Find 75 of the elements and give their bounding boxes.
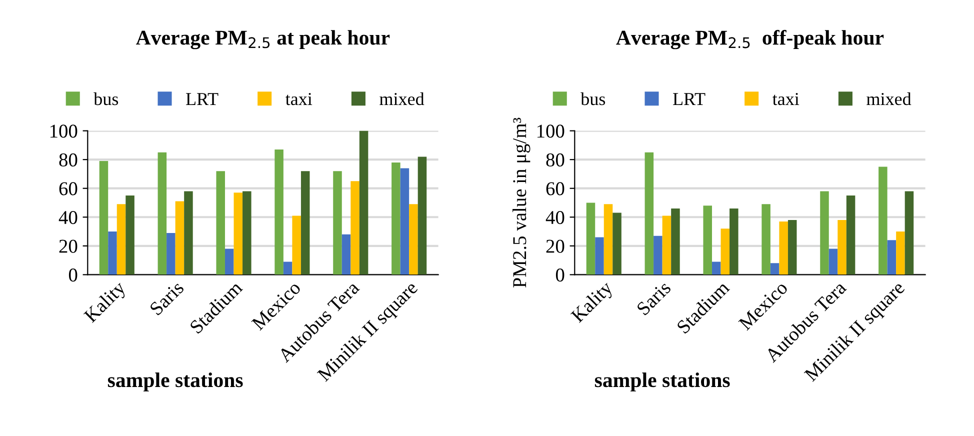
bar [770, 263, 780, 275]
y-tick-label: 40 [546, 210, 564, 224]
bar [175, 201, 184, 275]
bar [283, 262, 292, 275]
bar [662, 216, 672, 275]
bar [300, 171, 310, 275]
y-tick-label: 80 [59, 153, 78, 167]
bar [604, 204, 613, 275]
y-tick-label: 80 [546, 153, 564, 167]
bar [333, 171, 342, 275]
bar [828, 248, 838, 275]
bar [392, 162, 400, 275]
bar [586, 202, 596, 275]
bar [904, 191, 914, 275]
bar [654, 236, 662, 275]
legend-label: mixed [380, 92, 424, 106]
bar [788, 220, 797, 275]
y-tick-label: 20 [546, 240, 564, 253]
x-axis-title: sample stations [594, 372, 730, 392]
bar [762, 204, 770, 275]
bar [224, 248, 234, 275]
bar [108, 232, 117, 275]
legend-label: taxi [772, 92, 800, 106]
bar [166, 232, 176, 275]
bar [342, 234, 351, 275]
y-tick-label: 0 [556, 268, 564, 282]
bar [409, 204, 418, 275]
bar [158, 152, 167, 275]
bar [887, 240, 896, 275]
legend-label: taxi [286, 92, 312, 106]
bar [730, 208, 738, 275]
y-tick-label: 20 [59, 240, 78, 253]
bar [612, 212, 622, 275]
bar [292, 216, 301, 275]
bar [838, 220, 846, 275]
x-tick-label: Saris [636, 280, 672, 316]
legend-label: bus [580, 92, 606, 106]
bar [184, 191, 193, 275]
bar [712, 262, 721, 275]
bar [720, 228, 730, 275]
bar [878, 166, 888, 275]
bar [703, 206, 712, 275]
bar [216, 171, 225, 275]
x-axis-title: sample stations [108, 372, 243, 392]
bar [644, 152, 654, 275]
bar [595, 237, 604, 275]
bar [126, 196, 134, 275]
bar [779, 221, 788, 275]
y-tick-label: 0 [68, 268, 78, 282]
bar [234, 192, 243, 275]
bar [359, 130, 368, 275]
chart-title: Average PM$_{2.5}$ at peak hour [136, 30, 390, 50]
y-tick-label: 60 [59, 182, 78, 196]
bar [242, 191, 252, 275]
bar [896, 232, 905, 275]
bar [418, 156, 427, 275]
bar [116, 204, 126, 275]
bar [350, 181, 360, 275]
y-tick-label: 40 [58, 210, 78, 224]
legend-label: mixed [866, 92, 912, 106]
y-tick-label: 100 [50, 124, 78, 138]
chart-title: Average PM$_{2.5}$ off-peak hour [616, 30, 884, 50]
bar [400, 168, 410, 275]
bar [671, 208, 680, 275]
y-tick-label: 100 [537, 124, 564, 138]
bar [820, 191, 829, 275]
bar [274, 150, 284, 275]
legend-label: bus [94, 92, 118, 106]
y-tick-label: 60 [546, 182, 564, 196]
bar [99, 161, 108, 275]
legend-label: LRT [673, 93, 706, 105]
y-axis-title: PM2.5 value in μg/m³ [512, 118, 530, 288]
x-tick-label: Saris [149, 280, 184, 316]
legend-label: LRT [186, 93, 218, 105]
bar [846, 196, 856, 275]
